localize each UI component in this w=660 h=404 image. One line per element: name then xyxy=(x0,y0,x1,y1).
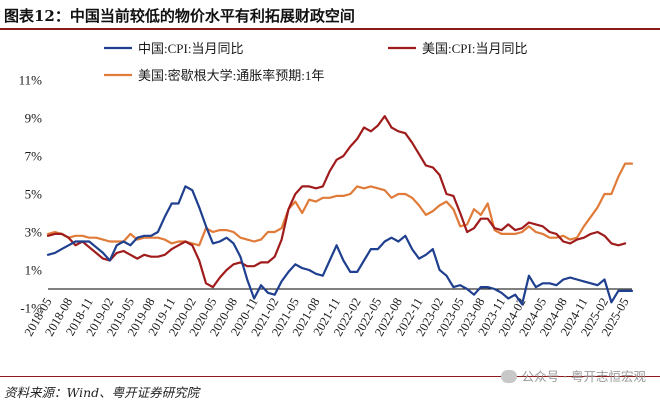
watermark-text: 公众号 · 粤开志恒宏观 xyxy=(521,369,646,384)
y-tick-label: 1% xyxy=(25,263,43,278)
chart-title: 图表12：中国当前较低的物价水平有利拓展财政空间 xyxy=(4,7,355,25)
series-line-china-cpi xyxy=(46,185,634,306)
legend-label-umich: 美国:密歇根大学:通胀率预期:1年 xyxy=(138,68,324,83)
y-tick-label: 9% xyxy=(25,111,43,126)
y-tick-label: 3% xyxy=(25,225,43,240)
watermark: 公众号 · 粤开志恒宏观 xyxy=(500,366,646,385)
cpi-line-chart: 中国:CPI:当月同比 美国:CPI:当月同比 美国:密歇根大学:通胀率预期:1… xyxy=(19,41,634,339)
legend-label-us: 美国:CPI:当月同比 xyxy=(422,41,527,56)
y-tick-label: -1% xyxy=(20,301,42,316)
series-line-us-cpi xyxy=(46,114,627,289)
wechat-icon xyxy=(500,370,517,383)
legend-label-china: 中国:CPI:当月同比 xyxy=(138,41,243,56)
title-bar: 图表12：中国当前较低的物价水平有利拓展财政空间 xyxy=(0,0,660,30)
source-note: 资料来源：Wind、粤开证券研究院 xyxy=(4,385,200,400)
y-tick-label: 7% xyxy=(25,149,43,164)
y-tick-label: 11% xyxy=(19,73,43,88)
series-line-umich-inflation-expectation xyxy=(46,162,634,247)
chart-legend: 中国:CPI:当月同比 美国:CPI:当月同比 美国:密歇根大学:通胀率预期:1… xyxy=(104,41,527,83)
y-tick-label: 5% xyxy=(25,187,43,202)
source-divider xyxy=(0,376,660,377)
